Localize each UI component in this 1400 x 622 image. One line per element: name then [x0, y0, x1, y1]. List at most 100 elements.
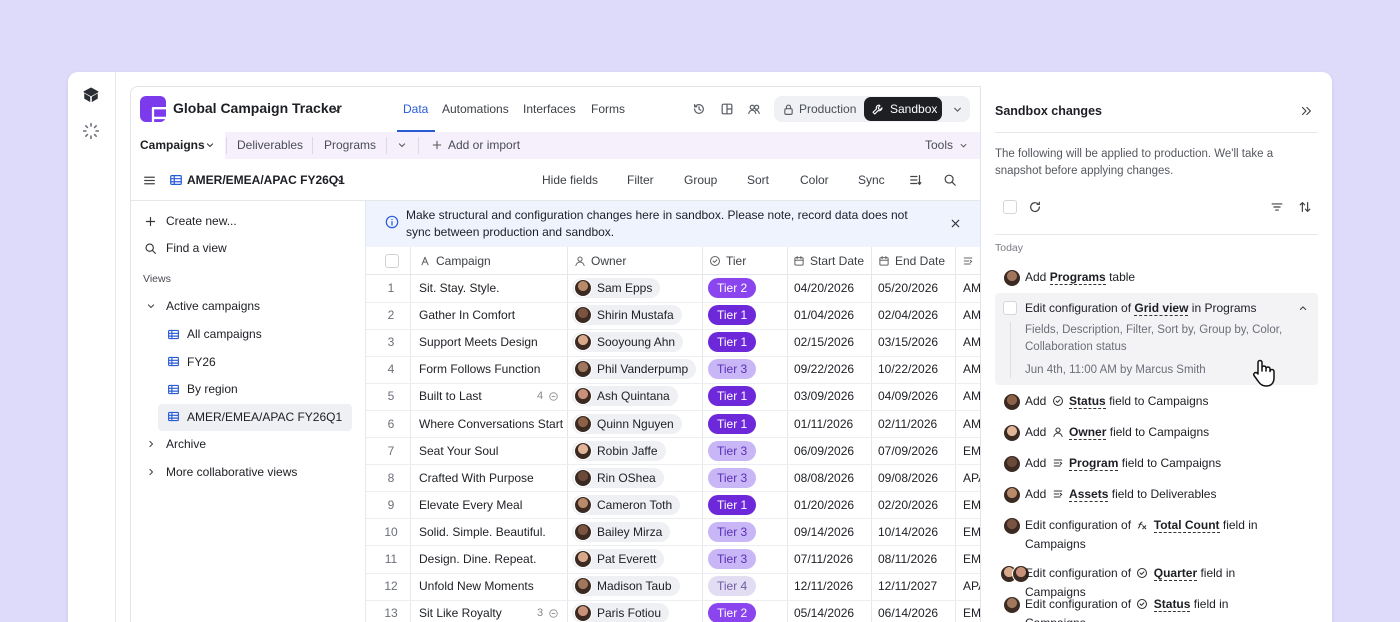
owner-name: Robin Jaffe: [597, 443, 658, 458]
divider: [366, 437, 980, 438]
region: AM: [963, 308, 980, 323]
filter-button[interactable]: [1270, 200, 1284, 214]
campaign-name[interactable]: Where Conversations Start: [419, 416, 564, 431]
base-title[interactable]: Global Campaign Tracker: [173, 100, 342, 116]
campaign-name[interactable]: Built to Last: [419, 389, 482, 404]
column-header[interactable]: End Date: [895, 254, 946, 268]
campaign-name[interactable]: Solid. Simple. Beautiful.: [419, 524, 546, 539]
campaign-name[interactable]: Seat Your Soul: [419, 443, 499, 458]
refresh-button[interactable]: [1028, 200, 1042, 214]
change-text[interactable]: Edit configuration of Grid view in Progr…: [1025, 300, 1295, 317]
table-tab[interactable]: Campaigns: [140, 138, 205, 152]
column-header[interactable]: Start Date: [810, 254, 865, 268]
change-text[interactable]: Add Status field to Campaigns: [1025, 393, 1287, 412]
change-action: Add: [1025, 425, 1047, 439]
end-date: 06/14/2026: [878, 606, 939, 621]
add-table[interactable]: Add or import: [448, 138, 521, 152]
change-rest: field to Campaigns: [1109, 394, 1209, 408]
selected-view: [158, 403, 352, 431]
view-item[interactable]: All campaigns: [187, 327, 262, 341]
close-banner[interactable]: [949, 217, 962, 230]
avatar: [1003, 269, 1021, 287]
change-text[interactable]: Add Programs table: [1025, 269, 1287, 286]
avatar: [574, 468, 592, 487]
share-button[interactable]: [747, 102, 761, 116]
select-all[interactable]: [385, 254, 399, 268]
tools-menu[interactable]: Tools: [925, 138, 954, 152]
avatar: [574, 279, 592, 297]
toolbar-action[interactable]: Filter: [627, 173, 654, 187]
nav-tab[interactable]: Interfaces: [523, 102, 576, 116]
region: AM: [963, 389, 980, 404]
divider: [410, 247, 411, 622]
view-group[interactable]: Active campaigns: [166, 299, 261, 313]
divider: [386, 137, 387, 154]
environment-option[interactable]: Production: [799, 102, 857, 116]
campaign-name[interactable]: Elevate Every Meal: [419, 497, 523, 512]
view-group[interactable]: More collaborative views: [166, 465, 298, 480]
toolbar-action[interactable]: Color: [800, 173, 829, 187]
history-button[interactable]: [692, 102, 706, 116]
toolbar-action[interactable]: Hide fields: [542, 173, 599, 187]
start-date: 06/09/2026: [794, 443, 855, 458]
column-header[interactable]: Tier: [726, 254, 747, 268]
row-number: 5: [387, 389, 395, 404]
collapse-panel[interactable]: [1299, 104, 1313, 118]
campaign-name[interactable]: Design. Dine. Repeat.: [419, 552, 537, 566]
row-height-button[interactable]: [909, 173, 923, 187]
view-item[interactable]: AMER/EMEA/APAC FY26Q1: [187, 409, 343, 424]
change-text[interactable]: Add Owner field to Campaigns: [1025, 424, 1287, 443]
campaign-name[interactable]: Gather In Comfort: [419, 308, 516, 323]
table-tab[interactable]: Deliverables: [237, 138, 304, 152]
table-tab[interactable]: Programs: [324, 138, 377, 152]
search-button[interactable]: [943, 173, 957, 187]
change-rest: field to Deliverables: [1111, 487, 1217, 501]
field-icon: [1052, 426, 1064, 443]
view-group[interactable]: Archive: [166, 437, 207, 452]
owner-chip: Rin OShea: [572, 467, 664, 488]
create-view[interactable]: Create new...: [166, 214, 237, 228]
view-item[interactable]: FY26: [187, 354, 216, 369]
select-all-changes[interactable]: [1003, 200, 1017, 214]
campaign-name[interactable]: Form Follows Function: [419, 362, 541, 377]
field-icon: [1052, 457, 1064, 474]
change-text[interactable]: Edit configuration of Total Count field …: [1025, 517, 1287, 553]
nav-tab[interactable]: Forms: [591, 102, 625, 116]
view-item[interactable]: By region: [187, 382, 238, 397]
collapse-change[interactable]: [1297, 302, 1309, 314]
change-text[interactable]: Add Program field to Campaigns: [1025, 455, 1287, 474]
owner-name: Ash Quintana: [597, 389, 670, 404]
toolbar-action[interactable]: Sync: [858, 173, 885, 187]
owner-chip: Bailey Mirza: [572, 521, 671, 542]
start-date: 09/14/2026: [794, 524, 855, 539]
docs-button[interactable]: [720, 102, 734, 116]
change-text[interactable]: Add Assets field to Deliverables: [1025, 486, 1287, 505]
nav-tab[interactable]: Automations: [442, 102, 509, 116]
campaign-name[interactable]: Support Meets Design: [419, 335, 538, 350]
nav-tab[interactable]: Data: [403, 102, 429, 116]
change-text[interactable]: Edit configuration of Quarter field in C…: [1025, 565, 1287, 601]
column-header[interactable]: Owner: [591, 254, 627, 268]
icon: [334, 174, 346, 186]
icon: [145, 300, 157, 312]
divider: [366, 572, 980, 574]
view-name[interactable]: AMER/EMEA/APAC FY26Q1: [187, 173, 345, 187]
tier-chip: Tier 3: [708, 359, 757, 380]
toolbar-action[interactable]: Sort: [747, 173, 770, 187]
campaign-name[interactable]: Sit Like Royalty: [419, 606, 502, 621]
toolbar-action[interactable]: Group: [684, 173, 718, 187]
sort-button[interactable]: [1298, 200, 1312, 214]
change-text[interactable]: Edit configuration of Status field in Ca…: [1025, 596, 1287, 622]
change-checkbox[interactable]: [1003, 301, 1017, 315]
find-view[interactable]: Find a view: [166, 241, 227, 255]
column-header[interactable]: Campaign: [436, 254, 491, 268]
campaign-name[interactable]: Unfold New Moments: [419, 579, 534, 594]
environment-option[interactable]: Sandbox: [890, 102, 938, 116]
campaign-name[interactable]: Crafted With Purpose: [419, 470, 534, 485]
campaign-name[interactable]: Sit. Stay. Style.: [419, 281, 500, 295]
avatar: [574, 414, 592, 433]
icon: [962, 255, 974, 267]
sidebar-toggle[interactable]: [143, 174, 156, 187]
environment-active[interactable]: [864, 97, 942, 121]
